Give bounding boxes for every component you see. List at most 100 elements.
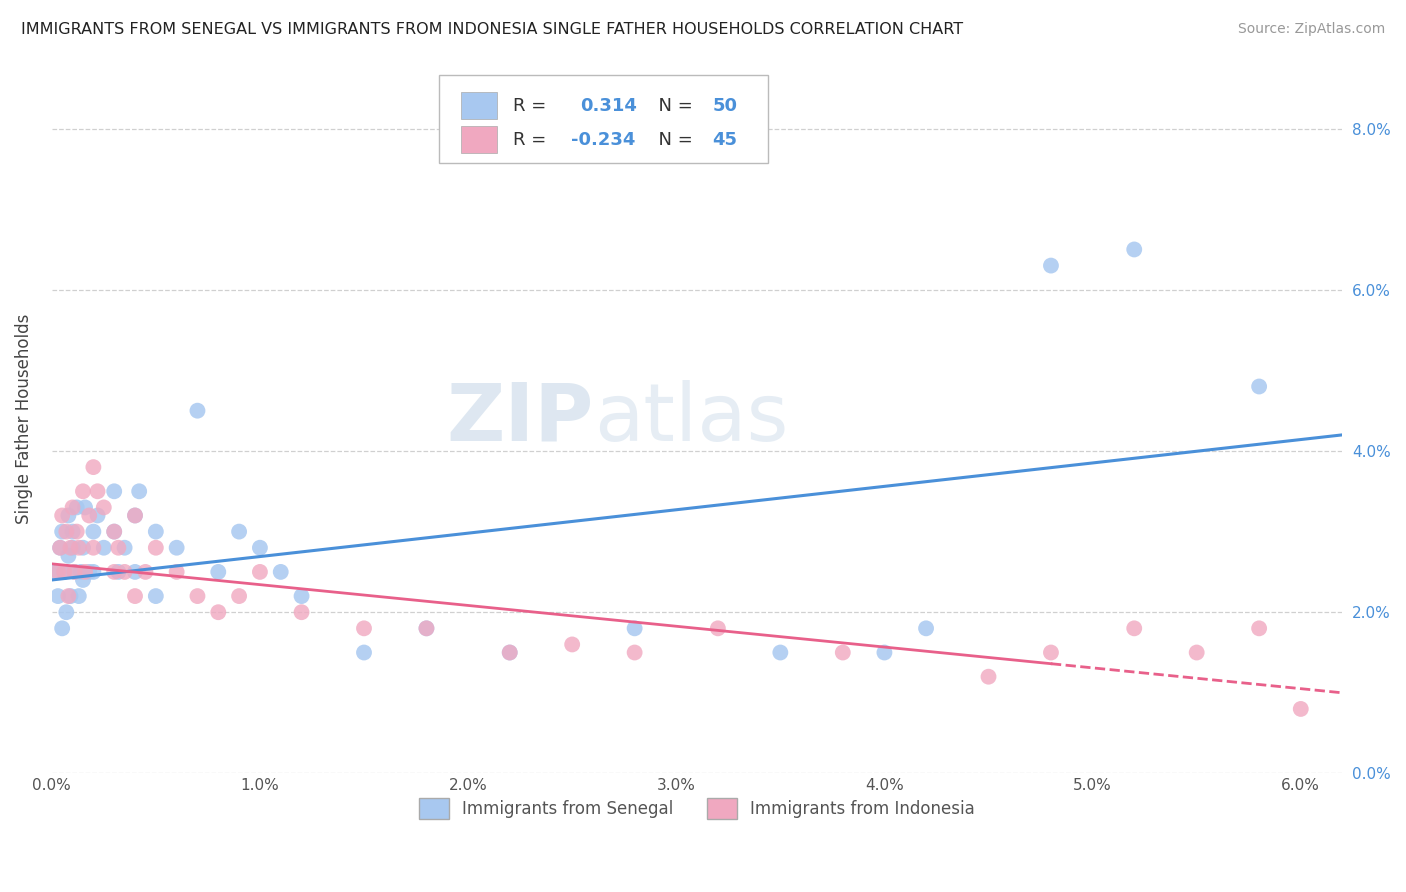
Point xyxy=(1123,243,1146,257)
Point xyxy=(77,565,100,579)
Point xyxy=(72,541,94,555)
Point xyxy=(977,670,1000,684)
Point xyxy=(415,621,437,635)
Point xyxy=(499,646,522,660)
Point xyxy=(166,565,188,579)
Point xyxy=(73,500,96,515)
Point xyxy=(145,524,167,539)
Text: Source: ZipAtlas.com: Source: ZipAtlas.com xyxy=(1237,22,1385,37)
Point xyxy=(107,541,129,555)
Point xyxy=(86,508,108,523)
Point xyxy=(82,524,104,539)
Point xyxy=(103,565,125,579)
Point xyxy=(228,589,250,603)
Point xyxy=(831,646,853,660)
Text: R =: R = xyxy=(513,97,557,115)
Point xyxy=(114,565,136,579)
Point xyxy=(53,565,76,579)
Point xyxy=(59,589,82,603)
Point xyxy=(62,500,84,515)
Point xyxy=(62,524,84,539)
Point xyxy=(82,565,104,579)
Point xyxy=(58,508,80,523)
Text: N =: N = xyxy=(647,97,699,115)
Point xyxy=(124,565,146,579)
Point xyxy=(124,508,146,523)
Point xyxy=(166,541,188,555)
Point xyxy=(1249,379,1271,393)
Point xyxy=(915,621,938,635)
Legend: Immigrants from Senegal, Immigrants from Indonesia: Immigrants from Senegal, Immigrants from… xyxy=(412,792,981,825)
Point xyxy=(93,541,115,555)
Point xyxy=(66,524,89,539)
Text: 50: 50 xyxy=(713,97,738,115)
Point xyxy=(107,565,129,579)
Point xyxy=(249,565,271,579)
Point xyxy=(82,541,104,555)
Point xyxy=(623,621,645,635)
Point xyxy=(66,500,89,515)
FancyBboxPatch shape xyxy=(439,75,768,163)
Text: IMMIGRANTS FROM SENEGAL VS IMMIGRANTS FROM INDONESIA SINGLE FATHER HOUSEHOLDS CO: IMMIGRANTS FROM SENEGAL VS IMMIGRANTS FR… xyxy=(21,22,963,37)
Point xyxy=(353,621,375,635)
Point xyxy=(51,508,73,523)
Point xyxy=(103,484,125,499)
Point xyxy=(59,541,82,555)
Point xyxy=(186,589,208,603)
Point xyxy=(207,565,229,579)
Point xyxy=(55,605,77,619)
Point xyxy=(72,573,94,587)
Point xyxy=(63,565,86,579)
Point xyxy=(114,541,136,555)
Point xyxy=(51,621,73,635)
Point xyxy=(1249,621,1271,635)
Point xyxy=(290,589,312,603)
Point xyxy=(70,565,93,579)
Text: 0.314: 0.314 xyxy=(579,97,637,115)
Point xyxy=(103,524,125,539)
Point xyxy=(86,484,108,499)
Point xyxy=(623,646,645,660)
Point xyxy=(93,500,115,515)
Text: 45: 45 xyxy=(713,131,738,149)
Point xyxy=(103,524,125,539)
Point xyxy=(67,589,90,603)
Point xyxy=(134,565,156,579)
Point xyxy=(58,589,80,603)
Point xyxy=(73,565,96,579)
Text: N =: N = xyxy=(647,131,699,149)
Point xyxy=(46,565,69,579)
Point xyxy=(46,589,69,603)
Point xyxy=(45,565,67,579)
Point xyxy=(53,565,76,579)
Point xyxy=(124,508,146,523)
Point xyxy=(499,646,522,660)
Point xyxy=(145,589,167,603)
Point xyxy=(49,541,72,555)
Point xyxy=(67,541,90,555)
Point xyxy=(58,549,80,563)
Point xyxy=(1185,646,1208,660)
Point xyxy=(51,524,73,539)
FancyBboxPatch shape xyxy=(461,93,498,120)
Point xyxy=(63,565,86,579)
FancyBboxPatch shape xyxy=(461,127,498,153)
Point xyxy=(72,484,94,499)
Point xyxy=(82,460,104,475)
Point xyxy=(707,621,730,635)
Y-axis label: Single Father Households: Single Father Households xyxy=(15,314,32,524)
Text: ZIP: ZIP xyxy=(447,380,593,458)
Text: R =: R = xyxy=(513,131,551,149)
Point xyxy=(270,565,292,579)
Point xyxy=(77,508,100,523)
Point xyxy=(128,484,150,499)
Point xyxy=(873,646,896,660)
Point xyxy=(124,589,146,603)
Point xyxy=(186,403,208,417)
Point xyxy=(1039,259,1062,273)
Point xyxy=(62,541,84,555)
Point xyxy=(1123,621,1146,635)
Point xyxy=(55,524,77,539)
Text: -0.234: -0.234 xyxy=(571,131,636,149)
Point xyxy=(228,524,250,539)
